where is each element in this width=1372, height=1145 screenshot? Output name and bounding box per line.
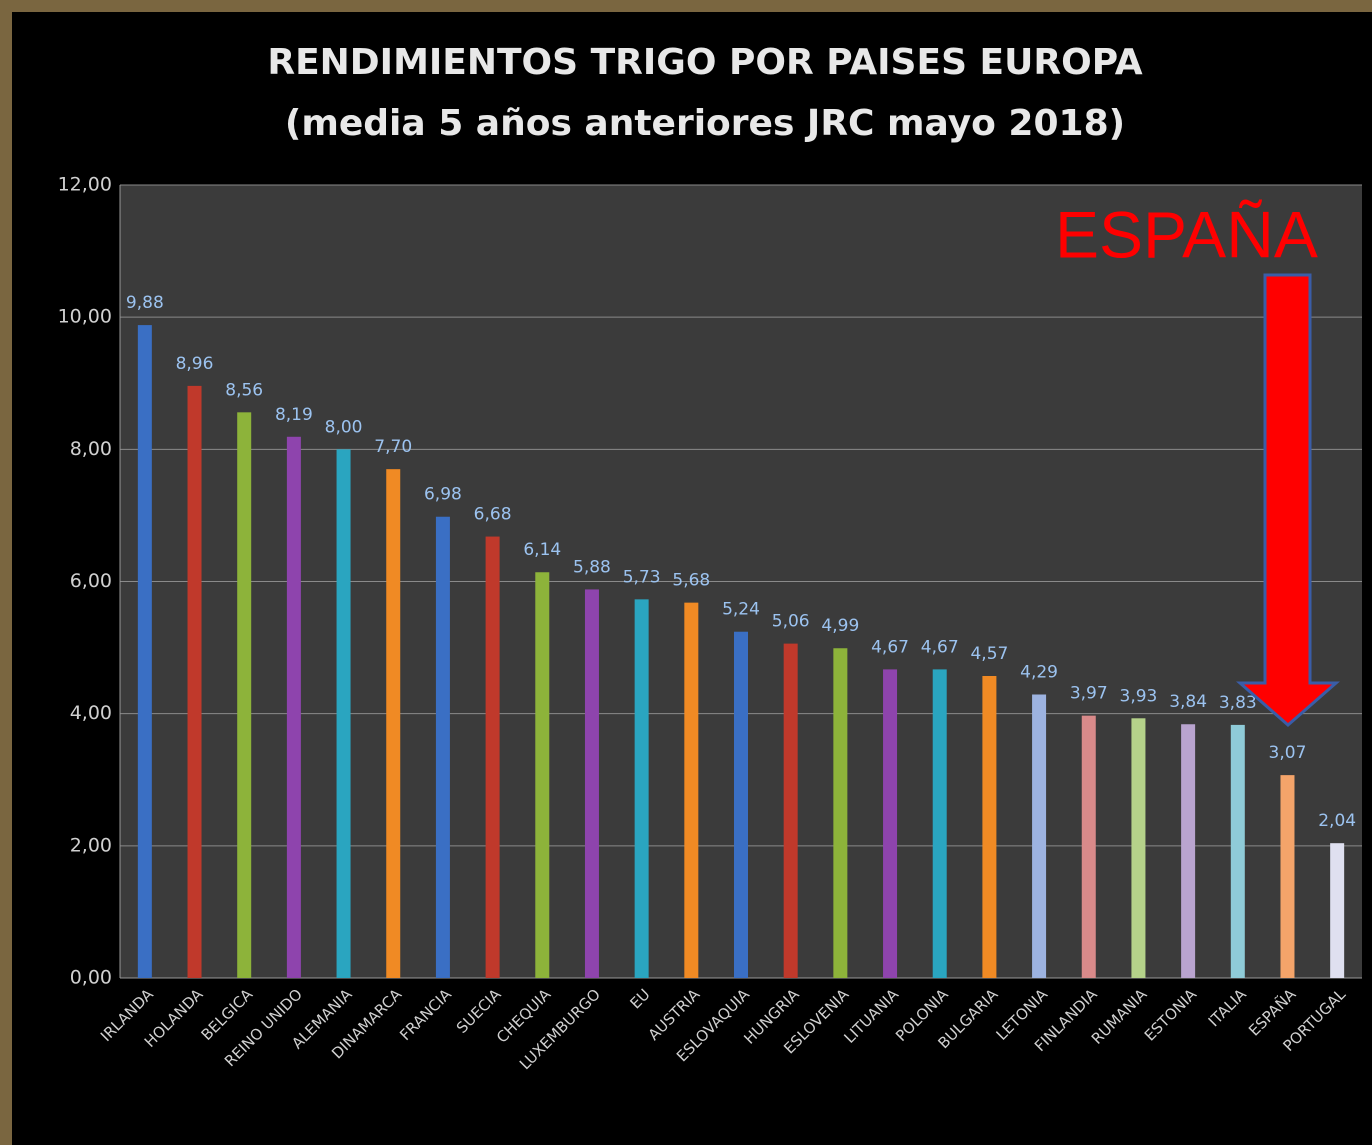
bar [187, 385, 202, 979]
bar [1280, 775, 1295, 978]
value-label: 4,57 [970, 644, 1008, 664]
annotation: ESPAÑA [1055, 197, 1318, 271]
value-label: 7,70 [374, 437, 412, 457]
bar [286, 436, 301, 979]
value-label: 6,68 [474, 505, 512, 525]
value-label: 3,97 [1070, 684, 1108, 704]
value-label: 5,88 [573, 557, 611, 577]
value-label: 9,88 [126, 293, 164, 313]
bar [684, 602, 699, 978]
value-label: 5,06 [772, 612, 810, 632]
bar [1181, 724, 1196, 978]
value-label: 3,93 [1120, 686, 1158, 706]
y-tick-label: 4,00 [70, 702, 112, 724]
chart-subtitle: (media 5 años anteriores JRC mayo 2018) [285, 103, 1125, 144]
y-tick-label: 6,00 [70, 570, 112, 592]
bar [435, 516, 450, 978]
bar [932, 669, 947, 978]
arrow [1236, 273, 1340, 727]
bar [1330, 843, 1345, 978]
bar [535, 572, 550, 978]
bar [485, 536, 500, 978]
value-label: 5,68 [672, 571, 710, 591]
value-label: 4,99 [821, 616, 859, 636]
chart-title: RENDIMIENTOS TRIGO POR PAISES EUROPA [267, 42, 1142, 83]
value-label: 4,67 [921, 637, 959, 657]
bar [883, 669, 898, 978]
value-label: 6,14 [523, 540, 561, 560]
value-label: 8,96 [176, 354, 214, 374]
y-tick-label: 8,00 [70, 438, 112, 460]
value-label: 8,56 [225, 380, 263, 400]
bar [1230, 724, 1245, 978]
bar [237, 412, 252, 978]
bar [982, 675, 997, 978]
bar [734, 631, 748, 978]
bar [833, 648, 848, 978]
value-label: 6,98 [424, 485, 462, 505]
value-label: 5,24 [722, 600, 760, 620]
y-tick-label: 0,00 [70, 967, 112, 989]
bar [634, 599, 649, 978]
bar [137, 325, 152, 978]
value-label: 3,83 [1219, 693, 1257, 713]
bar [336, 449, 351, 978]
bar [386, 469, 401, 978]
value-label: 8,19 [275, 405, 313, 425]
y-tick-label: 10,00 [58, 306, 112, 328]
bar [1032, 694, 1047, 978]
value-label: 4,29 [1020, 663, 1058, 683]
value-label: 4,67 [871, 637, 909, 657]
value-label: 8,00 [325, 417, 363, 437]
value-label: 3,84 [1169, 692, 1207, 712]
bar [783, 643, 798, 978]
bar [1081, 715, 1096, 978]
y-tick-label: 2,00 [70, 834, 112, 856]
value-label: 2,04 [1318, 811, 1356, 831]
bar [1131, 718, 1146, 978]
value-label: 5,73 [623, 567, 661, 587]
y-tick-label: 12,00 [58, 174, 112, 196]
bar [584, 589, 599, 978]
value-label: 3,07 [1269, 743, 1307, 763]
